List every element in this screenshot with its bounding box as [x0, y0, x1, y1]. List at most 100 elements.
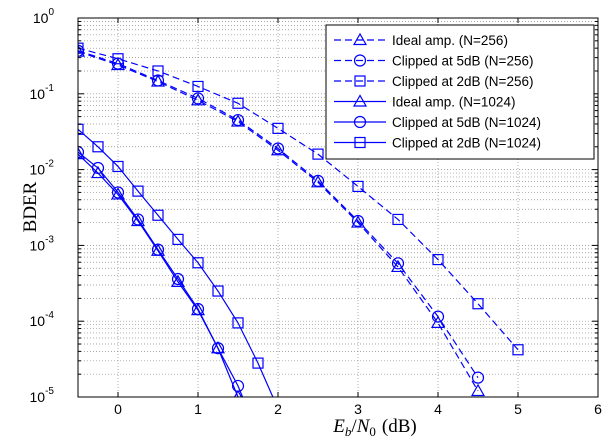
square-marker	[112, 160, 124, 173]
legend-label: Clipped at 5dB (N=1024)	[392, 115, 541, 130]
circle-marker	[191, 302, 205, 316]
square-marker	[512, 344, 524, 356]
triangle-marker	[390, 259, 406, 273]
circle-marker	[231, 113, 245, 127]
square-marker	[132, 185, 144, 197]
legend-label: Ideal amp. (N=256)	[392, 33, 508, 48]
square-marker	[252, 357, 264, 369]
x-tick-label: 6	[594, 401, 602, 417]
legend-item: Clipped at 5dB (N=1024)	[334, 115, 541, 130]
circle-marker	[353, 54, 367, 67]
x-axis-title-n: N	[356, 416, 371, 437]
square-marker	[78, 42, 84, 54]
square-marker	[312, 148, 324, 160]
x-axis-title-slash: /	[351, 416, 357, 437]
circle-marker	[353, 115, 367, 129]
circle-marker	[271, 142, 285, 155]
y-tick-label: 100	[33, 7, 55, 26]
series-line	[78, 51, 479, 392]
square-marker	[472, 298, 484, 310]
x-axis-title: Eb/N0 (dB)	[332, 416, 416, 439]
circle-marker	[211, 342, 225, 355]
circle-marker	[111, 186, 125, 199]
plot-frame	[77, 17, 599, 398]
triangle-marker	[78, 44, 86, 57]
triangle-marker	[352, 32, 368, 46]
triangle-marker	[210, 341, 226, 354]
square-marker	[78, 123, 84, 135]
square-marker	[232, 97, 244, 109]
circle-marker	[151, 74, 165, 87]
x-tick-label: 2	[274, 401, 282, 417]
series-line	[78, 47, 519, 351]
circle-marker	[78, 146, 85, 159]
x-axis-title-sub-0: 0	[369, 424, 376, 439]
legend-box	[325, 24, 595, 160]
y-tick-label: 10-2	[30, 159, 55, 178]
x-tick-label: 5	[514, 401, 522, 417]
circle-marker	[253, 429, 264, 440]
square-marker	[354, 136, 366, 149]
legend-item: Ideal amp. (N=1024)	[334, 94, 515, 110]
triangle-marker	[270, 143, 286, 156]
y-tick-label: 10-3	[30, 234, 55, 253]
x-tick-label: 1	[194, 401, 202, 417]
series-layer	[78, 42, 524, 440]
square-marker	[272, 122, 284, 134]
x-axis-title-unit: (dB)	[382, 416, 417, 437]
x-axis-title-sub-b: b	[345, 424, 352, 439]
series-line	[78, 151, 244, 397]
square-marker	[192, 80, 204, 93]
series-6	[78, 123, 274, 397]
square-marker	[432, 253, 444, 266]
circle-marker	[231, 379, 245, 393]
circle-marker	[131, 213, 145, 226]
square-marker	[92, 141, 104, 153]
square-marker	[354, 75, 366, 87]
square-marker	[152, 209, 164, 221]
square-marker	[172, 233, 184, 245]
triangle-marker	[470, 383, 486, 397]
legend-label: Clipped at 2dB (N=256)	[392, 74, 533, 89]
square-marker	[232, 317, 244, 329]
legend-label: Clipped at 5dB (N=256)	[392, 54, 533, 69]
legend-item: Ideal amp. (N=256)	[334, 32, 508, 48]
legend: Ideal amp. (N=256) Clipped at 5dB (N=256)…	[325, 24, 595, 160]
square-marker	[192, 257, 204, 269]
circle-marker	[391, 257, 405, 270]
x-tick-label: 3	[354, 401, 362, 417]
series-3	[78, 42, 524, 356]
y-tick-label: 10-5	[30, 386, 55, 405]
x-axis-title-e: E	[332, 416, 345, 437]
circle-marker	[91, 161, 105, 175]
legend-label: Clipped at 2dB (N=1024)	[392, 136, 541, 151]
square-marker	[352, 180, 364, 193]
square-marker	[392, 213, 404, 226]
triangle-marker	[233, 389, 243, 397]
legend-label: Ideal amp. (N=1024)	[392, 95, 515, 110]
triangle-marker	[110, 187, 126, 200]
legend-item: Clipped at 2dB (N=1024)	[334, 136, 541, 151]
series-line	[78, 128, 274, 397]
y-tick-label: 10-4	[30, 310, 55, 329]
square-marker	[212, 285, 224, 297]
circle-marker	[191, 92, 205, 105]
x-tick-label: 0	[114, 401, 122, 417]
square-marker	[112, 53, 124, 65]
legend-item: Clipped at 2dB (N=256)	[334, 74, 533, 89]
y-axis-title: BDER	[20, 181, 41, 232]
series-5	[78, 146, 264, 440]
x-tick-label: 4	[434, 401, 442, 417]
circle-marker	[351, 214, 365, 228]
series-line	[78, 153, 239, 397]
circle-marker	[431, 310, 445, 323]
circle-marker	[471, 371, 485, 384]
triangle-marker	[352, 94, 368, 107]
circle-marker	[151, 243, 165, 256]
y-tick-label: 10-1	[30, 83, 55, 102]
triangle-marker	[170, 274, 186, 287]
series-line	[78, 50, 479, 378]
triangle-marker	[350, 215, 366, 228]
legend-item: Clipped at 5dB (N=256)	[334, 54, 533, 69]
